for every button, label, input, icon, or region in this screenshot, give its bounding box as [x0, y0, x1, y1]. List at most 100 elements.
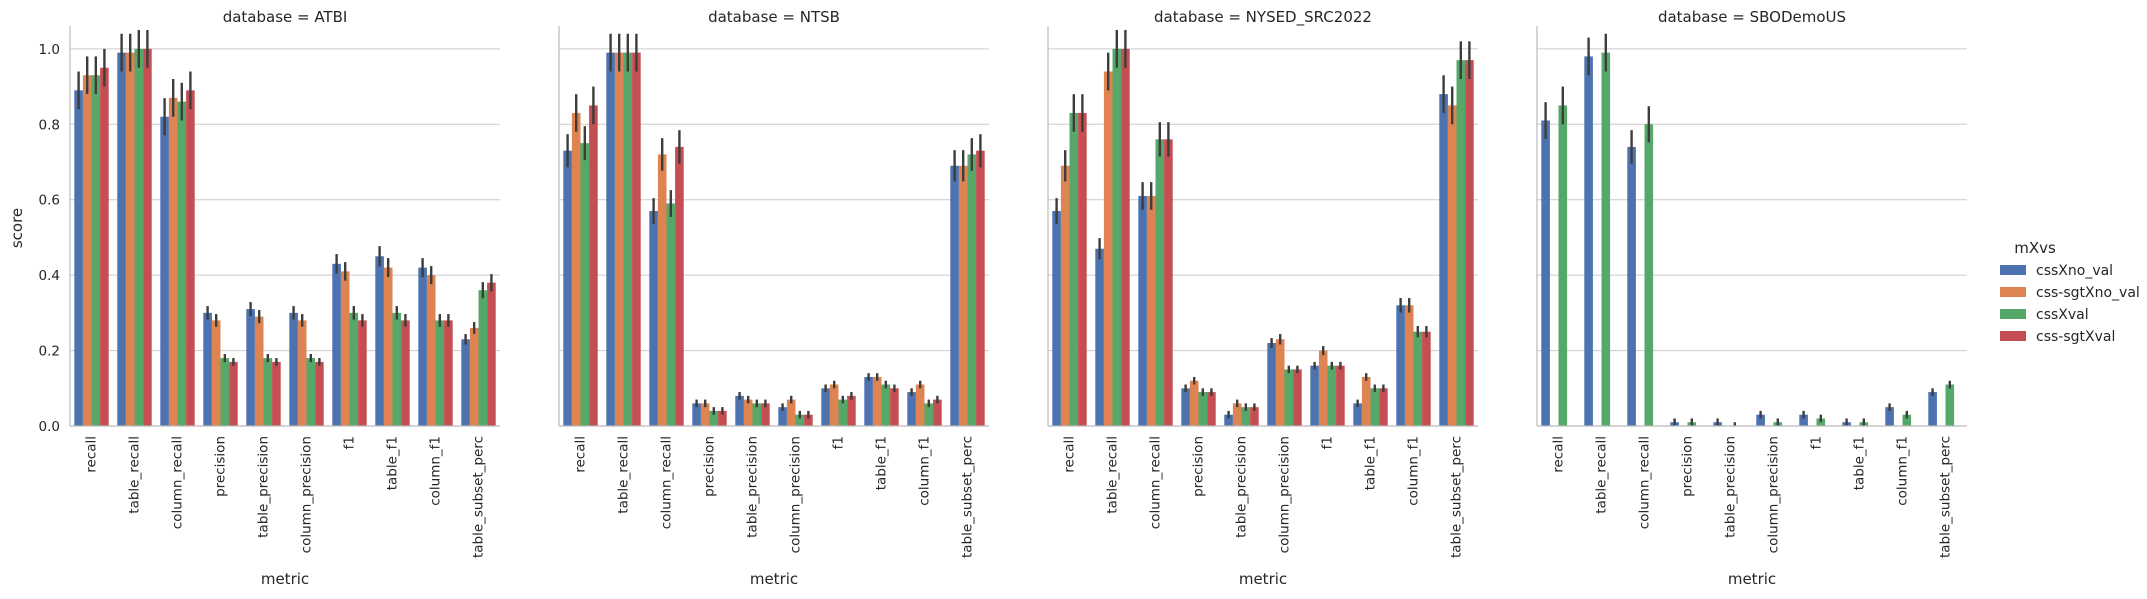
bar-0-0-7: [375, 256, 384, 426]
bar-1-0-7: [864, 376, 873, 426]
x-tick-label-1-8: column_f1: [917, 436, 933, 506]
bar-1-2-6: [838, 399, 848, 426]
bar-0-0-1: [117, 52, 126, 426]
bar-1-2-8: [924, 403, 934, 426]
bar-1-3-1: [632, 52, 641, 426]
bar-2-1-4: [1232, 403, 1242, 426]
bar-2-1-2: [1146, 195, 1156, 426]
bar-2-1-8: [1404, 305, 1414, 426]
bar-3-0-1: [1584, 56, 1593, 427]
bar-2-1-9: [1447, 105, 1457, 426]
bar-1-2-4: [752, 403, 762, 426]
bar-0-2-3: [220, 358, 230, 426]
bar-3-2-8: [1902, 414, 1912, 426]
bar-1-2-7: [881, 384, 891, 426]
bar-0-1-5: [297, 320, 307, 426]
panel-title-0: database = ATBI: [223, 8, 348, 26]
x-tick-label-2-0: recall: [1062, 436, 1078, 473]
y-tick-label-1: 0.2: [39, 344, 60, 360]
bar-2-2-3: [1198, 392, 1208, 426]
x-tick-label-3-3: precision: [1680, 436, 1696, 497]
bar-0-1-6: [340, 271, 350, 426]
bar-2-2-7: [1370, 388, 1380, 426]
bar-1-0-3: [692, 403, 701, 426]
bar-2-1-7: [1361, 376, 1371, 426]
bar-1-1-4: [743, 399, 753, 426]
x-tick-label-3-7: table_f1: [1852, 436, 1868, 490]
x-tick-label-1-0: recall: [573, 436, 589, 473]
bar-2-2-6: [1327, 365, 1337, 426]
x-tick-label-3-1: table_recall: [1594, 436, 1610, 514]
bar-0-3-6: [358, 320, 367, 426]
x-tick-label-1-1: table_recall: [616, 436, 632, 514]
bar-2-2-8: [1413, 331, 1423, 426]
bar-0-3-4: [272, 361, 281, 426]
bar-2-3-6: [1336, 365, 1345, 426]
bar-2-1-6: [1318, 350, 1328, 426]
bar-1-1-7: [872, 376, 882, 426]
bar-0-3-7: [401, 320, 410, 426]
panel-title-3: database = SBODemoUS: [1658, 8, 1846, 26]
bar-0-2-5: [306, 358, 316, 426]
bar-1-3-9: [976, 150, 985, 426]
bar-0-0-0: [74, 90, 83, 426]
bar-2-0-3: [1181, 388, 1190, 426]
legend-swatch-3: [2000, 331, 2026, 341]
bar-1-0-1: [606, 52, 615, 426]
bar-0-0-2: [160, 116, 169, 426]
x-tick-label-0-0: recall: [84, 436, 100, 473]
x-axis-label-1: metric: [750, 570, 798, 588]
x-tick-label-2-3: precision: [1191, 436, 1207, 497]
bar-1-0-4: [735, 395, 744, 426]
bar-2-0-7: [1353, 403, 1362, 426]
bar-2-1-0: [1060, 165, 1070, 426]
bar-2-2-0: [1069, 112, 1079, 426]
bar-1-0-5: [778, 407, 787, 426]
x-axis-label-3: metric: [1728, 570, 1776, 588]
x-tick-label-2-2: column_recall: [1148, 436, 1164, 529]
bar-2-0-0: [1052, 211, 1061, 426]
x-tick-label-3-8: column_f1: [1895, 436, 1911, 506]
bar-0-1-3: [211, 320, 221, 426]
x-tick-label-0-2: column_recall: [170, 436, 186, 529]
bar-1-3-5: [804, 414, 813, 426]
bar-0-2-9: [478, 290, 488, 426]
bar-0-3-1: [143, 48, 152, 426]
bar-2-0-9: [1439, 94, 1448, 426]
x-tick-label-0-9: table_subset_perc: [471, 436, 487, 558]
x-tick-label-3-2: column_recall: [1637, 436, 1653, 529]
bar-1-2-1: [623, 52, 633, 426]
x-tick-label-2-8: column_f1: [1406, 436, 1422, 506]
bar-1-3-0: [589, 105, 598, 426]
bar-2-2-4: [1241, 407, 1251, 426]
x-tick-label-1-6: f1: [831, 436, 847, 449]
bar-1-2-9: [967, 154, 977, 426]
x-tick-label-2-4: table_precision: [1234, 436, 1250, 538]
legend-label-0: cssXno_val: [2036, 263, 2113, 279]
bar-1-1-8: [915, 384, 925, 426]
legend-swatch-1: [2000, 287, 2026, 297]
x-tick-label-1-5: column_precision: [788, 436, 804, 553]
x-tick-label-0-3: precision: [213, 436, 229, 497]
bar-2-2-5: [1284, 369, 1294, 426]
y-tick-label-0: 0.0: [39, 419, 60, 435]
x-tick-label-1-9: table_subset_perc: [960, 436, 976, 558]
bar-3-0-5: [1756, 414, 1765, 426]
x-tick-label-0-6: f1: [342, 436, 358, 449]
x-tick-label-2-5: column_precision: [1277, 436, 1293, 553]
bar-0-0-4: [246, 309, 255, 426]
bar-1-3-7: [890, 388, 899, 426]
bar-0-3-9: [487, 282, 496, 426]
bar-0-2-7: [392, 312, 402, 426]
bar-2-0-8: [1396, 305, 1405, 426]
x-tick-label-2-7: table_f1: [1363, 436, 1379, 490]
bar-3-2-1: [1601, 52, 1611, 426]
bar-0-1-8: [426, 275, 436, 426]
bar-1-1-0: [571, 112, 581, 426]
y-tick-label-3: 0.6: [39, 193, 60, 209]
legend-swatch-2: [2000, 309, 2026, 319]
bar-3-2-0: [1558, 105, 1568, 426]
bar-0-3-0: [100, 67, 109, 426]
bar-2-0-5: [1267, 343, 1276, 426]
